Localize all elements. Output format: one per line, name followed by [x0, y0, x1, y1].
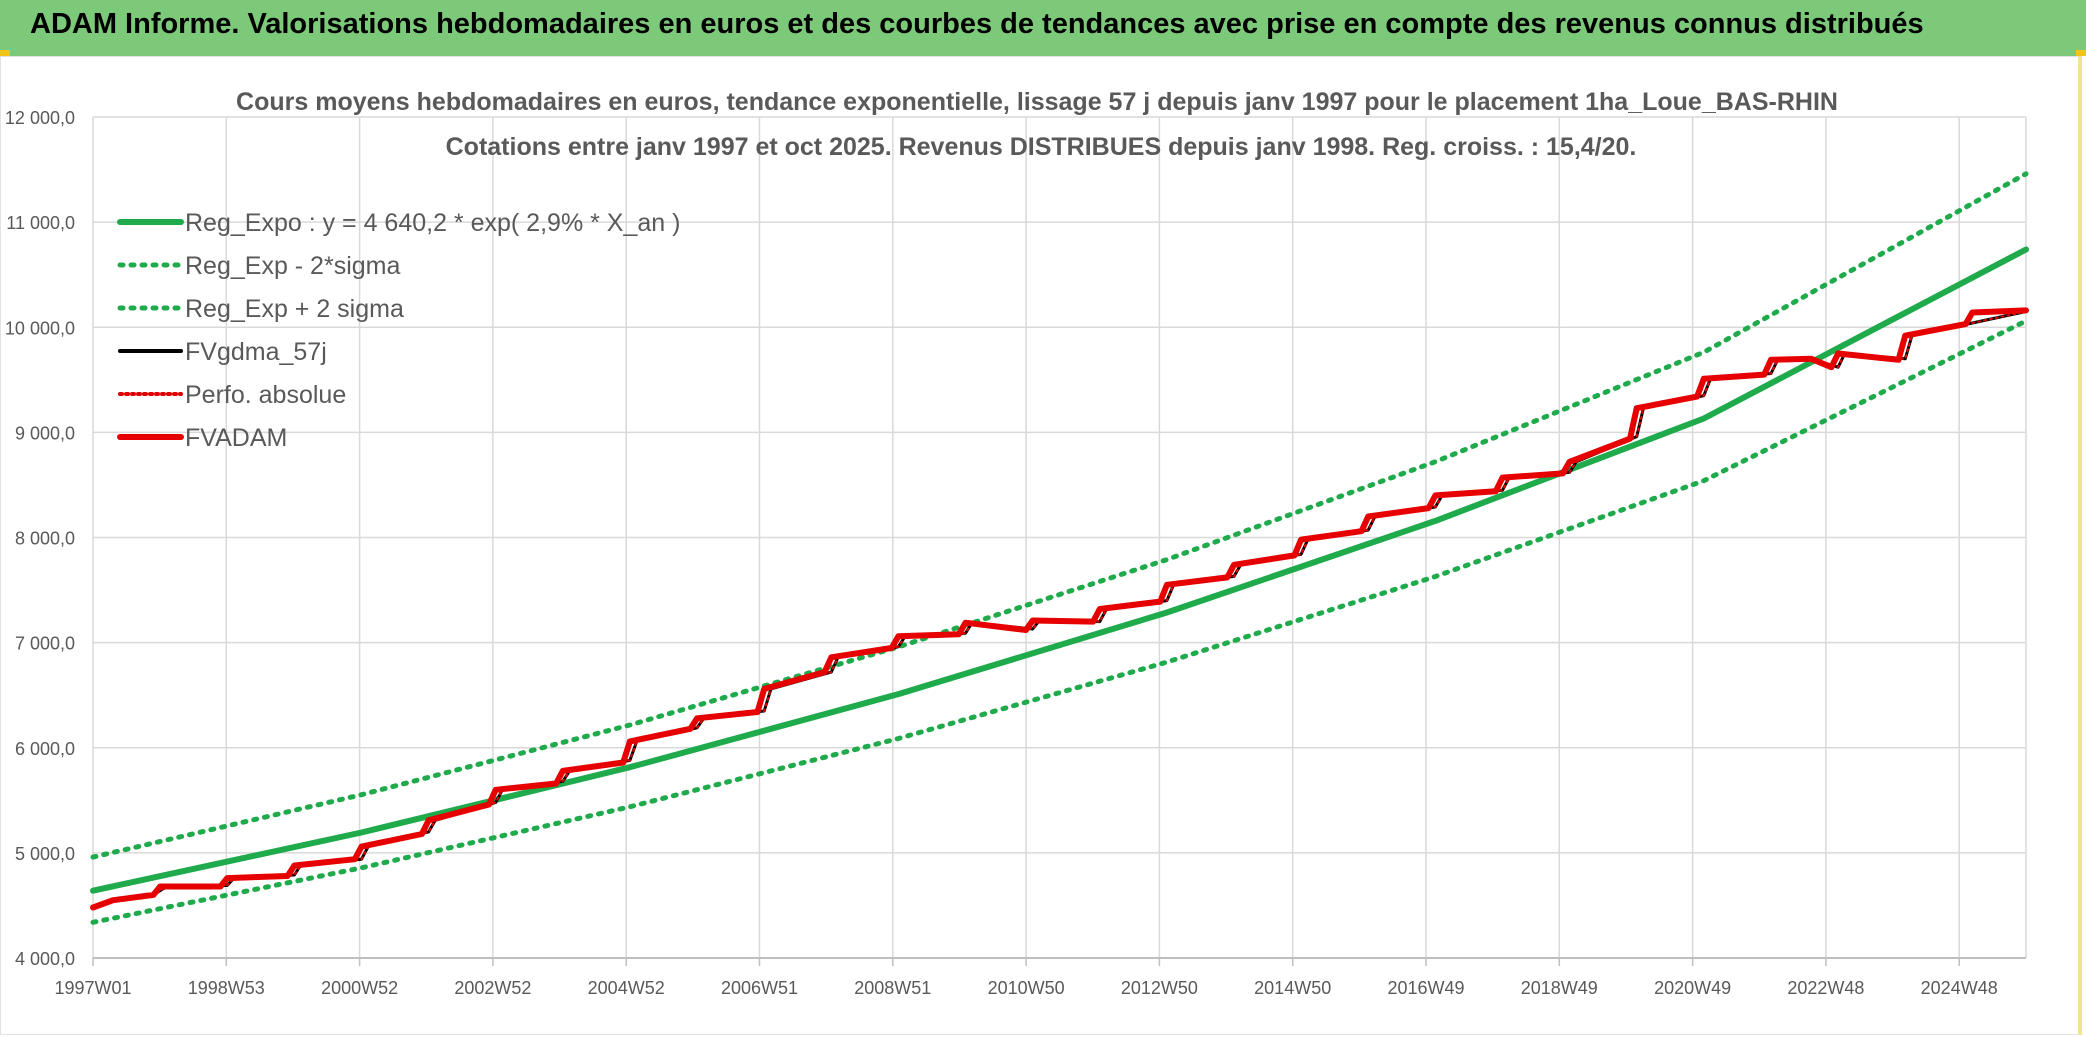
x-tick-label: 1998W53	[188, 978, 265, 998]
x-tick-label: 2014W50	[1254, 978, 1331, 998]
legend-label-4: Perfo. absolue	[185, 381, 346, 409]
x-tick-label: 2018W49	[1521, 978, 1598, 998]
series-line-0	[90, 246, 2029, 894]
chart-subtitle: Cotations entre janv 1997 et oct 2025. R…	[446, 133, 1637, 161]
x-tick-label: 2024W48	[1921, 978, 1998, 998]
x-tick-label: 2012W50	[1121, 978, 1198, 998]
y-tick-label: 10 000,0	[5, 318, 75, 338]
y-tick-label: 4 000,0	[15, 949, 75, 969]
y-tick-label: 9 000,0	[15, 423, 75, 443]
legend-label-1: Reg_Exp - 2*sigma	[185, 252, 400, 280]
y-tick-label: 7 000,0	[15, 634, 75, 654]
y-tick-label: 11 000,0	[6, 213, 75, 233]
legend: Reg_Expo : y = 4 640,2 * exp( 2,9% * X_a…	[117, 209, 680, 452]
legend-label-0: Reg_Expo : y = 4 640,2 * exp( 2,9% * X_a…	[185, 209, 680, 237]
x-tick-label: 2002W52	[454, 978, 531, 998]
corner-mark	[2076, 50, 2086, 56]
top-banner: ADAM Informe. Valorisations hebdomadaire…	[0, 0, 2086, 56]
y-tick-label: 6 000,0	[15, 739, 75, 759]
legend-label-2: Reg_Exp + 2 sigma	[185, 295, 404, 323]
x-tick-label: 2004W52	[588, 978, 665, 998]
series-line-5	[90, 307, 2029, 911]
y-tick-label: 8 000,0	[15, 529, 75, 549]
banner-title: ADAM Informe. Valorisations hebdomadaire…	[30, 8, 1924, 40]
x-tick-label: 2008W51	[854, 978, 931, 998]
x-tick-label: 2010W50	[988, 978, 1065, 998]
chart-frame	[0, 56, 2082, 1035]
y-tick-label: 5 000,0	[15, 844, 75, 864]
series-layer	[90, 171, 2029, 925]
x-tick-label: 2006W51	[721, 978, 798, 998]
x-tick-label: 2020W49	[1654, 978, 1731, 998]
legend-label-5: FVADAM	[185, 424, 287, 452]
series-line-1	[90, 318, 2029, 925]
axes: 4 000,0 5 000,0 6 000,0 7 000,0 8 000,0 9 000…	[5, 108, 2026, 998]
x-tick-label: 2000W52	[321, 978, 398, 998]
x-tick-label: 1997W01	[54, 978, 131, 998]
corner-mark	[0, 50, 10, 56]
x-tick-label: 2022W48	[1787, 978, 1864, 998]
series-line-2	[90, 171, 2029, 860]
chart-title: Cours moyens hebdomadaires en euros, ten…	[236, 88, 1838, 116]
legend-label-3: FVgdma_57j	[185, 338, 327, 366]
y-tick-label: 12 000,0	[5, 108, 75, 128]
grid	[92, 116, 2027, 959]
x-tick-label: 2016W49	[1387, 978, 1464, 998]
